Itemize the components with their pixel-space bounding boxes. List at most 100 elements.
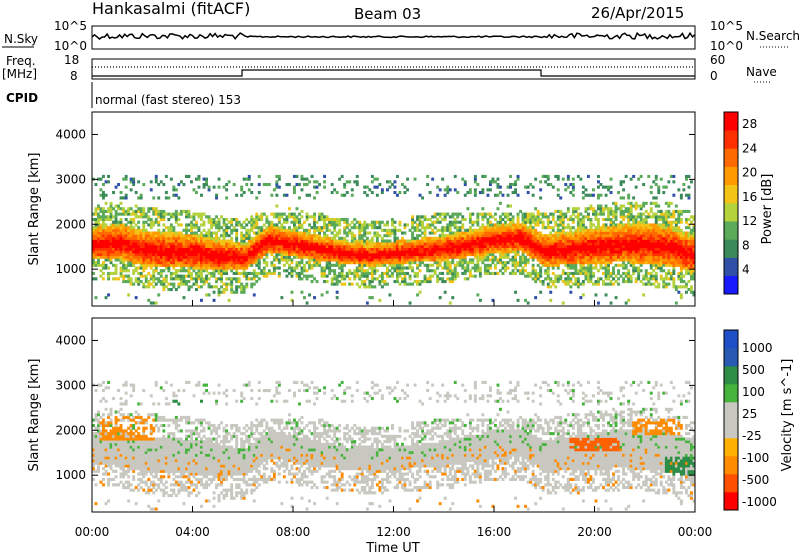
power-cell bbox=[652, 264, 655, 267]
power-cell bbox=[481, 213, 484, 216]
power-cell bbox=[489, 253, 492, 256]
power-cell bbox=[474, 269, 477, 272]
power-cell bbox=[200, 285, 203, 288]
power-cell bbox=[404, 261, 407, 264]
power-cell bbox=[371, 245, 374, 248]
power-cell bbox=[522, 221, 525, 224]
power-cell bbox=[469, 218, 472, 221]
power-cell bbox=[102, 237, 105, 240]
power-cell bbox=[587, 277, 590, 280]
power-cell bbox=[512, 248, 515, 251]
power-cell bbox=[368, 272, 371, 275]
power-cell bbox=[394, 261, 397, 264]
power-cell bbox=[245, 256, 248, 259]
power-cell bbox=[198, 178, 201, 181]
power-cell bbox=[248, 188, 251, 191]
power-cell bbox=[449, 240, 452, 243]
power-cell bbox=[469, 213, 472, 216]
power-cell bbox=[167, 250, 170, 253]
power-cell bbox=[650, 277, 653, 280]
power-cell bbox=[198, 245, 201, 248]
power-cell bbox=[172, 267, 175, 270]
power-cell bbox=[479, 245, 482, 248]
power-cell bbox=[529, 240, 532, 243]
power-cell bbox=[137, 277, 140, 280]
power-cell bbox=[318, 264, 321, 267]
power-cell bbox=[160, 272, 163, 275]
power-cell bbox=[316, 253, 319, 256]
power-cell bbox=[436, 194, 439, 197]
power-cell bbox=[451, 280, 454, 283]
power-cell bbox=[326, 245, 329, 248]
power-cell bbox=[208, 261, 211, 264]
power-cell bbox=[509, 232, 512, 235]
power-cell bbox=[554, 242, 557, 245]
power-cell bbox=[459, 253, 462, 256]
power-cell bbox=[378, 234, 381, 237]
power-cell bbox=[115, 258, 118, 261]
power-cell bbox=[228, 261, 231, 264]
power-cell bbox=[240, 258, 243, 261]
power-cell bbox=[208, 293, 211, 296]
power-cell bbox=[165, 245, 168, 248]
power-cell bbox=[406, 248, 409, 251]
power-cell bbox=[288, 258, 291, 261]
power-cell bbox=[524, 223, 527, 226]
power-cell bbox=[431, 237, 434, 240]
power-cell bbox=[155, 261, 158, 264]
power-cell bbox=[348, 277, 351, 280]
power-cell bbox=[97, 207, 100, 210]
power-cell bbox=[203, 261, 206, 264]
power-cell bbox=[371, 256, 374, 259]
power-cell bbox=[479, 267, 482, 270]
power-cell bbox=[170, 256, 173, 259]
power-cell bbox=[308, 256, 311, 259]
power-cell bbox=[255, 232, 258, 235]
power-cell bbox=[223, 218, 226, 221]
power-cell bbox=[321, 237, 324, 240]
power-cell bbox=[419, 261, 422, 264]
power-cell bbox=[358, 223, 361, 226]
power-cell bbox=[547, 248, 550, 251]
power-cell bbox=[117, 242, 120, 245]
power-cell bbox=[208, 258, 211, 261]
power-cell bbox=[605, 283, 608, 286]
power-cell bbox=[600, 207, 603, 210]
power-cell bbox=[157, 272, 160, 275]
power-cell bbox=[132, 183, 135, 186]
power-cell bbox=[275, 253, 278, 256]
power-cell bbox=[404, 253, 407, 256]
power-cell bbox=[115, 253, 118, 256]
power-cell bbox=[567, 226, 570, 229]
power-cell bbox=[368, 258, 371, 261]
power-cell bbox=[203, 277, 206, 280]
power-cell bbox=[125, 213, 128, 216]
power-cell bbox=[383, 250, 386, 253]
power-cell bbox=[338, 267, 341, 270]
power-cell bbox=[386, 248, 389, 251]
power-cell bbox=[147, 256, 150, 259]
power-cell bbox=[419, 253, 422, 256]
power-cell bbox=[509, 229, 512, 232]
power-cell bbox=[167, 253, 170, 256]
power-cell bbox=[416, 258, 419, 261]
power-cell bbox=[351, 237, 354, 240]
power-cell bbox=[429, 248, 432, 251]
power-cell bbox=[509, 183, 512, 186]
power-cell bbox=[635, 207, 638, 210]
power-cell bbox=[471, 261, 474, 264]
power-cell bbox=[298, 272, 301, 275]
power-cell bbox=[301, 277, 304, 280]
power-cell bbox=[549, 248, 552, 251]
power-cell bbox=[529, 256, 532, 259]
power-cell bbox=[409, 248, 412, 251]
power-cell bbox=[602, 248, 605, 251]
power-cell bbox=[574, 253, 577, 256]
power-cell bbox=[637, 226, 640, 229]
power-cell bbox=[492, 223, 495, 226]
power-cell bbox=[162, 210, 165, 213]
power-cell bbox=[612, 215, 615, 218]
power-cell bbox=[228, 258, 231, 261]
power-cell bbox=[358, 275, 361, 278]
power-cell bbox=[318, 240, 321, 243]
